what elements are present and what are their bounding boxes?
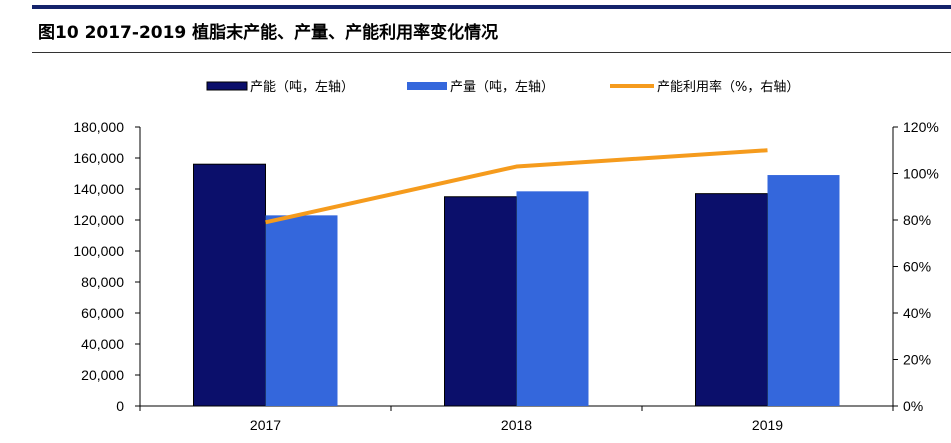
x-axis-tick-label: 2018 [501, 417, 532, 433]
x-axis-tick-label: 2017 [250, 417, 281, 433]
right-axis-tick-label: 40% [903, 305, 931, 321]
legend-capacity-label: 产能（吨，左轴） [250, 80, 354, 95]
title-rule [32, 52, 951, 53]
left-axis-tick-label: 140,000 [73, 181, 124, 197]
bar-capacity-2019 [695, 193, 768, 407]
left-axis-tick-label: 20,000 [81, 367, 124, 383]
left-axis-tick-label: 160,000 [73, 150, 124, 166]
legend-utilization-label: 产能利用率（%，右轴） [657, 79, 799, 95]
left-axis-tick-label: 0 [116, 398, 124, 414]
bar-output-2019 [767, 175, 840, 406]
left-axis-tick-label: 80,000 [81, 274, 124, 290]
left-axis-tick-label: 60,000 [81, 305, 124, 321]
left-axis-tick-label: 100,000 [73, 243, 124, 259]
left-axis-tick-label: 180,000 [73, 119, 124, 135]
legend-capacity-swatch [206, 81, 248, 91]
legend-output-label: 产量（吨，左轴） [450, 80, 554, 95]
top-rule [32, 5, 951, 9]
figure-title: 图10 2017-2019 植脂末产能、产量、产能利用率变化情况 [38, 23, 499, 43]
line-utilization [265, 148, 768, 225]
left-axis-tick-label: 40,000 [81, 336, 124, 352]
right-axis-tick-label: 80% [903, 212, 931, 228]
right-axis-tick-label: 60% [903, 259, 931, 275]
bar-output-2017 [265, 215, 338, 406]
right-axis-tick-label: 120% [903, 119, 939, 135]
right-axis-tick-label: 100% [903, 166, 939, 182]
left-axis-tick-label: 120,000 [73, 212, 124, 228]
x-axis-tick-label: 2019 [752, 417, 783, 433]
right-axis-tick-label: 0% [903, 398, 923, 414]
legend-output-swatch [407, 82, 447, 90]
bar-output-2018 [516, 191, 589, 406]
bar-capacity-2017 [193, 163, 266, 407]
bar-capacity-2018 [444, 196, 517, 407]
right-axis-tick-label: 20% [903, 352, 931, 368]
